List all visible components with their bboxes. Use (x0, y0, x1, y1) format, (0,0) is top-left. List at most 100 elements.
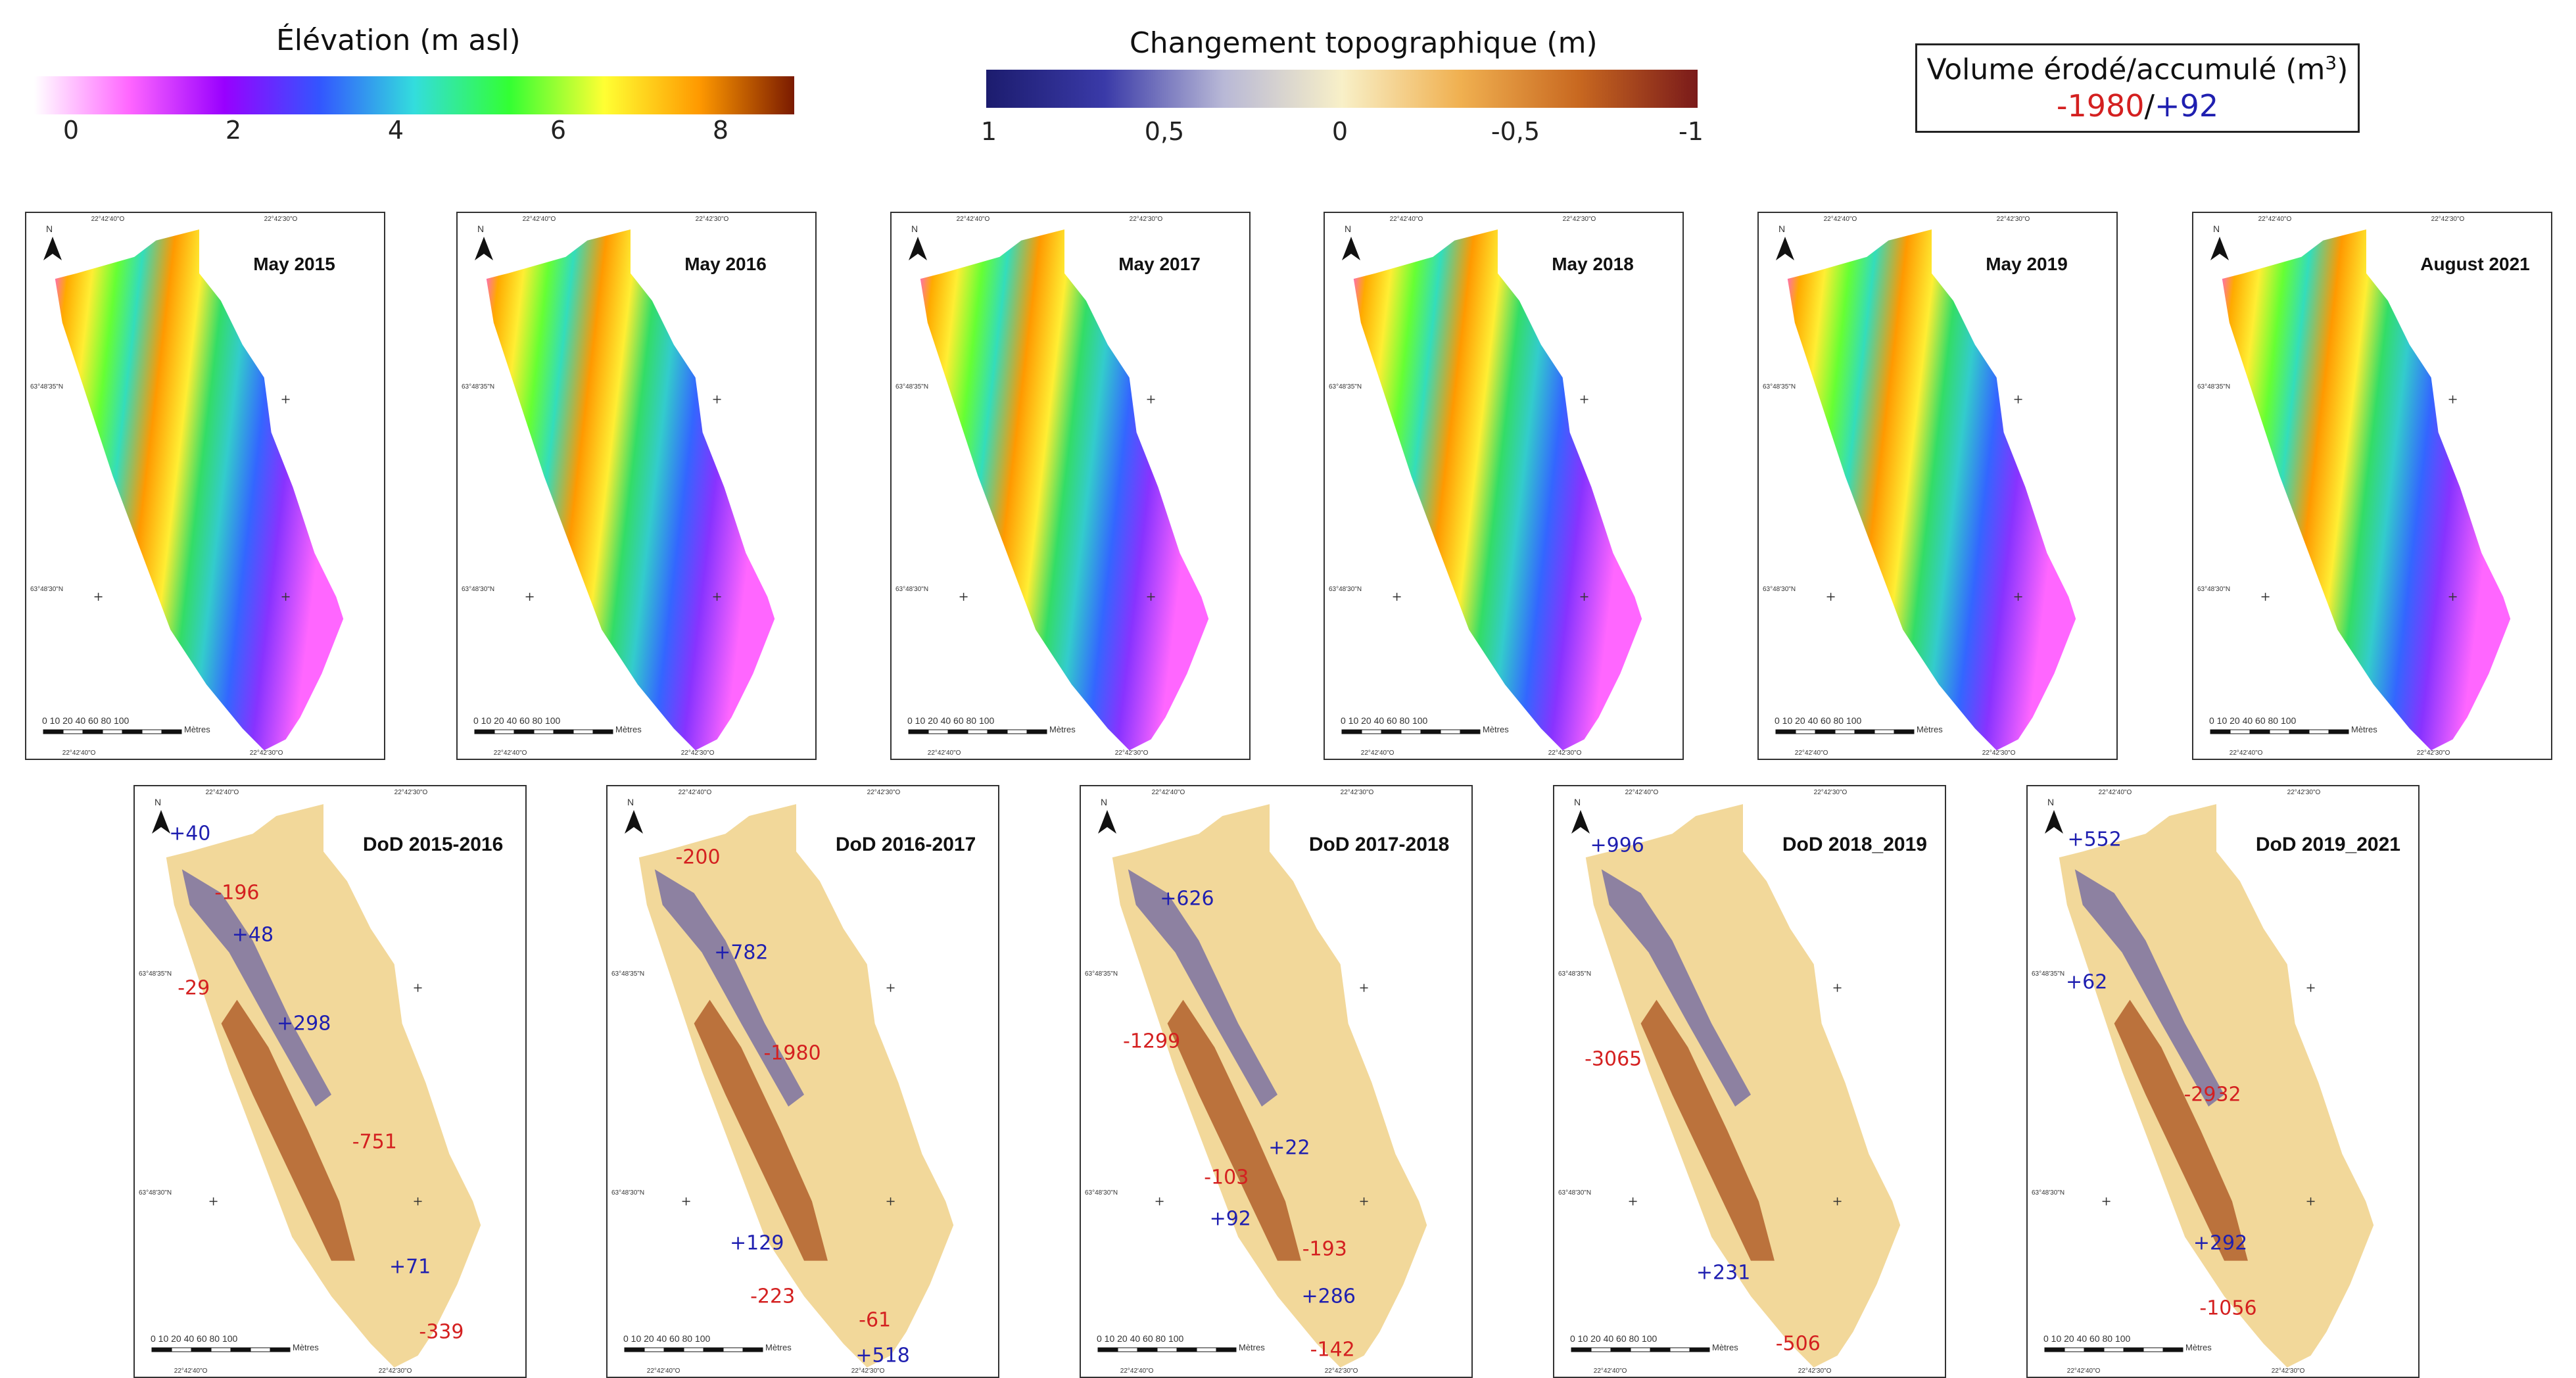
panel-title: August 2021 (2420, 254, 2530, 274)
panel-title: May 2016 (684, 254, 767, 274)
volume-annotation: +626 (1160, 887, 1214, 911)
panel-title: DoD 2017-2018 (1308, 834, 1450, 855)
volume-annotation: -200 (675, 845, 721, 869)
chg-ticks-label: -0,5 (1491, 117, 1540, 146)
scale-bar-segment (151, 1347, 172, 1352)
panel-title: DoD 2015-2016 (362, 834, 504, 855)
volume-annotation: +996 (1590, 834, 1644, 857)
lat-label-bottom: 63°48'30"N (1558, 1189, 1592, 1197)
north-arrow-icon (1342, 237, 1360, 260)
scale-bar-segment (250, 1347, 271, 1352)
graticule-marker (1833, 1197, 1842, 1206)
map-raster (1097, 804, 1427, 1367)
scale-bar-segment (573, 729, 594, 734)
lat-label-top: 63°48'35"N (1085, 970, 1118, 978)
north-arrow-icon (43, 237, 62, 260)
graticule-marker (1147, 592, 1155, 601)
north-label: N (2213, 224, 2220, 234)
scale-unit: Mètres (2185, 1342, 2212, 1352)
scale-bar (151, 1347, 291, 1352)
graticule-marker (414, 984, 422, 992)
scale-bar-segment (1137, 1347, 1158, 1352)
volume-eroded: -1980 (2056, 87, 2145, 124)
terrain-strip (1353, 229, 1642, 751)
volume-accumulated: +92 (2155, 87, 2219, 124)
scale-unit: Mètres (1239, 1342, 1265, 1352)
scale-bar-segment (210, 1347, 231, 1352)
terrain-strip (486, 229, 775, 751)
scale-unit: Mètres (293, 1342, 319, 1352)
lat-label-top: 63°48'35"N (462, 383, 495, 391)
chg-ticks-label: -1 (1679, 117, 1704, 146)
lon-label-right: 22°42'30"O (2287, 789, 2321, 796)
graticule-marker (682, 1197, 690, 1206)
scale-bar-segment (1689, 1347, 1710, 1352)
accretion-zone (181, 869, 331, 1107)
scale-bar-segment (1381, 729, 1402, 734)
scale-bar-segment (2123, 1347, 2144, 1352)
graticule-marker (1580, 395, 1588, 404)
lat-label-top: 63°48'35"N (611, 970, 645, 978)
north-arrow-icon (1571, 810, 1590, 834)
map-raster (2044, 804, 2374, 1367)
lon-label-bottom-right: 22°42'30"O (1114, 749, 1149, 757)
volume-annotation: -1980 (763, 1041, 821, 1065)
graticule-marker (2102, 1197, 2111, 1206)
lat-label-top: 63°48'35"N (30, 383, 64, 391)
scale-bar-segment (2084, 1347, 2105, 1352)
terrain-strip (920, 229, 1209, 751)
lat-label-bottom: 63°48'30"N (2032, 1189, 2065, 1197)
scale-bar-segment (1834, 729, 1855, 734)
scale-unit: Mètres (1483, 725, 1509, 734)
graticule-marker (2448, 395, 2457, 404)
scale-bar-segment (2289, 729, 2310, 734)
graticule-marker (2306, 1197, 2315, 1206)
volume-title: Volume érodé/accumulé (m (1926, 53, 2326, 87)
lat-label-bottom: 63°48'30"N (30, 586, 64, 594)
graticule-marker (1826, 592, 1835, 601)
elevation-map-0: N 22°42'40"O 22°42'30"O 63°48'35"N 63°48'30"… (25, 212, 385, 760)
volume-annotation: -339 (419, 1320, 464, 1344)
volume-annotation: -193 (1302, 1237, 1347, 1261)
scale-unit: Mètres (1049, 725, 1076, 734)
volume-annotation: -2932 (2183, 1083, 2241, 1106)
lat-label-bottom: 63°48'30"N (2197, 586, 2231, 594)
volume-annotation: -142 (1310, 1338, 1355, 1362)
scale-bar-segment (2230, 729, 2251, 734)
lon-label-bottom-left: 22°42'40"O (1120, 1367, 1154, 1375)
lon-label-right: 22°42'30"O (1340, 789, 1374, 796)
scale-bar-segment (2269, 729, 2290, 734)
elev-ticks-label: 8 (712, 116, 729, 145)
erosion-zone (1640, 999, 1775, 1261)
lat-label-bottom: 63°48'30"N (462, 586, 495, 594)
north-label: N (2047, 797, 2055, 807)
lat-label-top: 63°48'35"N (1329, 383, 1362, 391)
graticule-marker (94, 592, 103, 601)
graticule-marker (1360, 984, 1368, 992)
volume-annotation: -751 (352, 1130, 397, 1154)
north-arrow-icon (909, 237, 927, 260)
lon-label-bottom-right: 22°42'30"O (680, 749, 715, 757)
graticule-marker (2306, 984, 2315, 992)
graticule-marker (1155, 1197, 1164, 1206)
chg-ticks-label: 0,5 (1144, 117, 1185, 146)
dod-map-3: N 22°42'40"O 22°42'30"O 63°48'35"N 63°48'30"… (1553, 785, 1946, 1378)
lon-label-bottom-right: 22°42'30"O (2271, 1367, 2305, 1375)
north-arrow-icon (2210, 237, 2229, 260)
lon-label-right: 22°42'30"O (695, 216, 729, 223)
lon-label-right: 22°42'30"O (1996, 216, 2030, 223)
lon-label-bottom-left: 22°42'40"O (1360, 749, 1395, 757)
volume-annotation: +231 (1696, 1261, 1751, 1285)
lon-label-bottom-left: 22°42'40"O (493, 749, 527, 757)
lon-label-right: 22°42'30"O (1562, 216, 1596, 223)
graticule-marker (2261, 592, 2270, 601)
elev-ticks-label: 6 (550, 116, 567, 145)
map-raster (2210, 229, 2511, 751)
graticule-marker (886, 984, 895, 992)
graticule-marker (1393, 592, 1401, 601)
lon-label-right: 22°42'30"O (1129, 216, 1163, 223)
elevation-map-1: N 22°42'40"O 22°42'30"O 63°48'35"N 63°48'30"… (456, 212, 817, 760)
scale-bar (474, 729, 613, 734)
scale-bar-segment (2064, 1347, 2085, 1352)
volume-annotation: -103 (1204, 1166, 1249, 1189)
